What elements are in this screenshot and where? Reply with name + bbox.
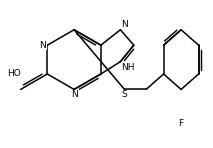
Text: S: S	[122, 90, 127, 99]
Text: N: N	[40, 41, 46, 50]
Text: NH: NH	[121, 63, 135, 72]
Text: N: N	[71, 90, 78, 99]
Text: HO: HO	[7, 70, 21, 78]
Text: N: N	[121, 20, 128, 29]
Text: F: F	[178, 119, 184, 128]
